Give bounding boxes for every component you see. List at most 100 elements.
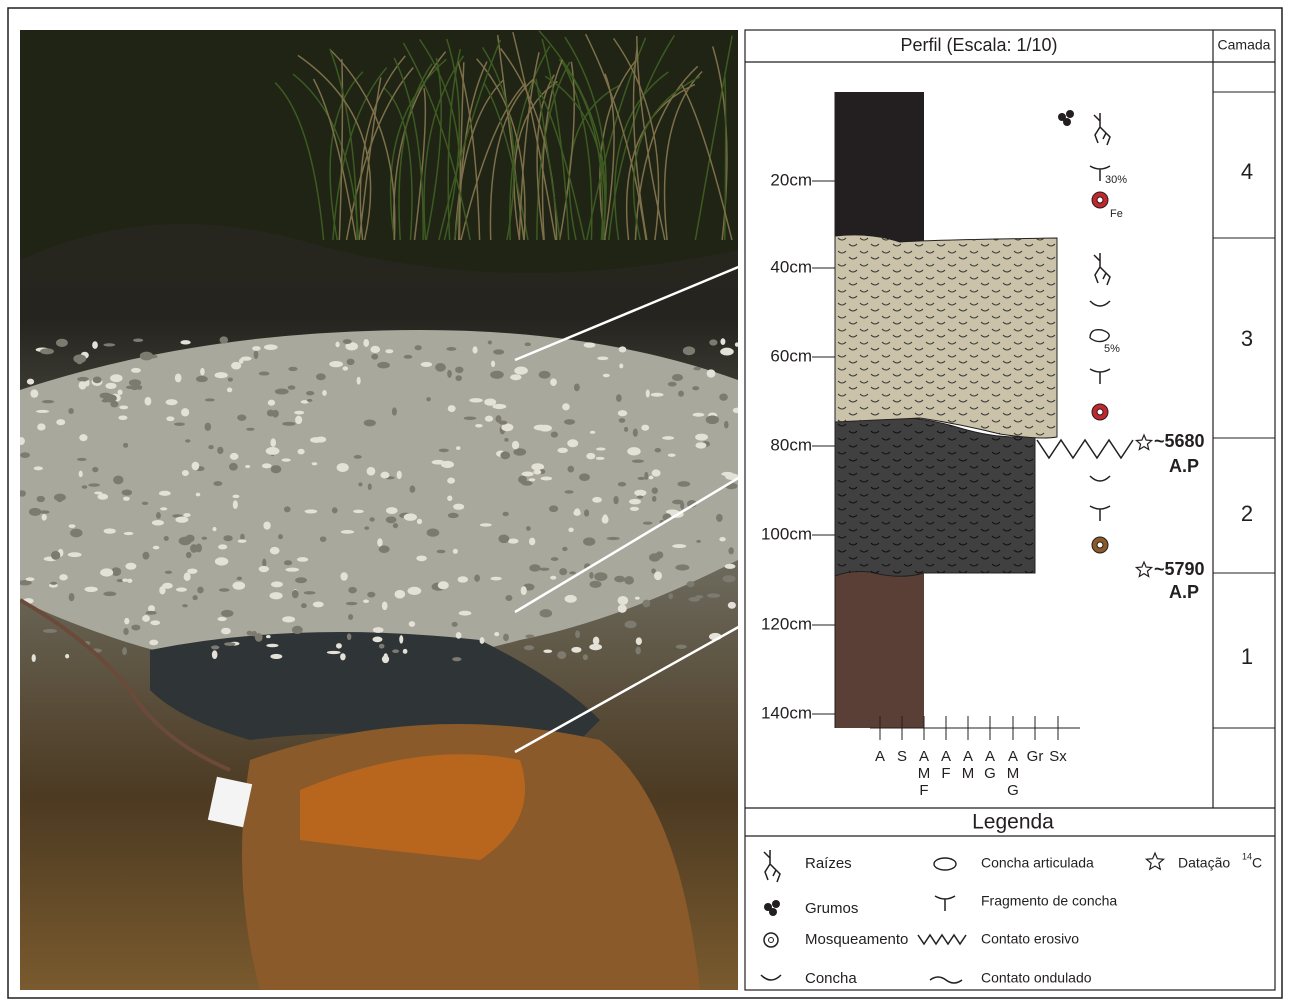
articulated-shell-legend <box>934 858 956 870</box>
shell-speckle <box>540 477 552 481</box>
shell-speckle <box>367 592 375 598</box>
shell-speckle <box>500 451 510 459</box>
shell-speckle <box>270 654 282 659</box>
grain-label: M <box>1007 765 1020 782</box>
shell-speckle <box>469 398 483 402</box>
shell-speckle <box>683 346 695 355</box>
shell-speckle <box>337 463 349 472</box>
shell-speckle <box>652 487 658 494</box>
shell-speckle <box>603 374 610 377</box>
shell-speckle <box>579 473 590 481</box>
shell-speckle <box>336 643 342 649</box>
shell-speckle <box>320 536 327 542</box>
shell-speckle <box>539 371 551 379</box>
shell-speckle <box>583 654 588 660</box>
shell-speckle <box>213 481 222 486</box>
shell-speckle <box>175 373 182 382</box>
shell-speckle <box>124 532 134 535</box>
shell-speckle <box>596 448 606 451</box>
layer-number: 3 <box>1241 326 1253 351</box>
shell-speckle <box>655 448 661 452</box>
shell-speckle <box>126 386 134 389</box>
shell-speckle <box>36 410 49 413</box>
shell-speckle <box>524 645 534 650</box>
shell-speckle <box>18 490 26 496</box>
shell-speckle <box>721 472 733 476</box>
shell-speckle <box>165 571 172 574</box>
shell-speckle <box>20 452 30 458</box>
undulating-legend <box>930 977 962 983</box>
shell-speckle <box>271 581 283 587</box>
shell-speckle <box>370 517 375 521</box>
shell-speckle <box>693 413 705 417</box>
shell-speckle <box>26 577 35 581</box>
grain-label: G <box>1007 782 1019 799</box>
shell-speckle <box>110 374 122 382</box>
legend-label: Contato erosivo <box>981 931 1079 947</box>
shell-speckle <box>285 568 299 572</box>
shell-speckle <box>343 339 352 344</box>
shell-speckle <box>200 368 205 376</box>
shell-speckle <box>122 489 133 495</box>
mottle-core <box>1097 542 1103 548</box>
shell-speckle <box>205 423 212 431</box>
shell-speckle <box>456 446 460 450</box>
shell-speckle <box>266 635 271 638</box>
shell-speckle <box>174 422 185 425</box>
stratum-4 <box>835 92 924 242</box>
star-symbol <box>1146 853 1163 869</box>
shell-speckle <box>27 379 34 385</box>
shell-speckle <box>526 526 531 531</box>
shell-speckle <box>382 602 388 611</box>
shell-speckle <box>678 481 691 487</box>
shell-speckle <box>364 420 376 427</box>
shell-speckle <box>77 458 87 461</box>
shell-speckle <box>40 510 50 513</box>
shell-speckle <box>565 595 577 603</box>
shell-speckle <box>322 390 327 396</box>
shell-speckle <box>129 379 141 386</box>
fragment-symbol <box>1090 369 1110 384</box>
legend-label: Mosqueamento <box>805 931 908 948</box>
shell-speckle <box>571 647 581 653</box>
shell-speckle <box>616 394 622 402</box>
shell-speckle <box>719 393 728 400</box>
shell-speckle <box>695 434 708 441</box>
shell-speckle <box>364 526 369 530</box>
shell-speckle <box>335 342 339 348</box>
shell-speckle <box>455 375 462 381</box>
depth-label: 120cm <box>761 614 812 633</box>
shell-speckle <box>150 620 160 625</box>
shell-speckle <box>404 513 417 520</box>
shell-speckle <box>559 568 567 575</box>
shell-speckle <box>379 546 390 553</box>
shell-speckle <box>57 499 62 502</box>
shell-speckle <box>372 636 382 642</box>
shell-speckle <box>34 466 43 470</box>
shell-speckle <box>680 502 684 510</box>
shell-speckle <box>426 397 431 401</box>
stratum-3-pattern <box>835 235 1057 438</box>
shell-speckle <box>295 577 307 583</box>
shell-speckle <box>246 428 254 431</box>
shell-speckle <box>263 521 270 529</box>
shell-speckle <box>643 522 653 525</box>
shell-speckle <box>728 547 734 554</box>
shell-speckle <box>575 630 580 638</box>
dating-unit: A.P <box>1169 582 1199 602</box>
shell-speckle <box>475 424 483 427</box>
shell-speckle <box>619 418 626 423</box>
shell-speckle <box>568 528 573 533</box>
shell-speckle <box>495 415 501 422</box>
shell-speckle <box>597 356 608 360</box>
shell-speckle <box>592 497 602 503</box>
shell-speckle <box>73 354 86 363</box>
shell-speckle <box>417 519 422 524</box>
shell-speckle <box>211 645 219 649</box>
shell-speckle <box>185 439 190 442</box>
shell-speckle <box>675 564 689 570</box>
shell-speckle <box>122 578 128 581</box>
shell-speckle <box>627 447 640 455</box>
shell-speckle <box>197 587 204 594</box>
shell-speckle <box>438 581 449 589</box>
